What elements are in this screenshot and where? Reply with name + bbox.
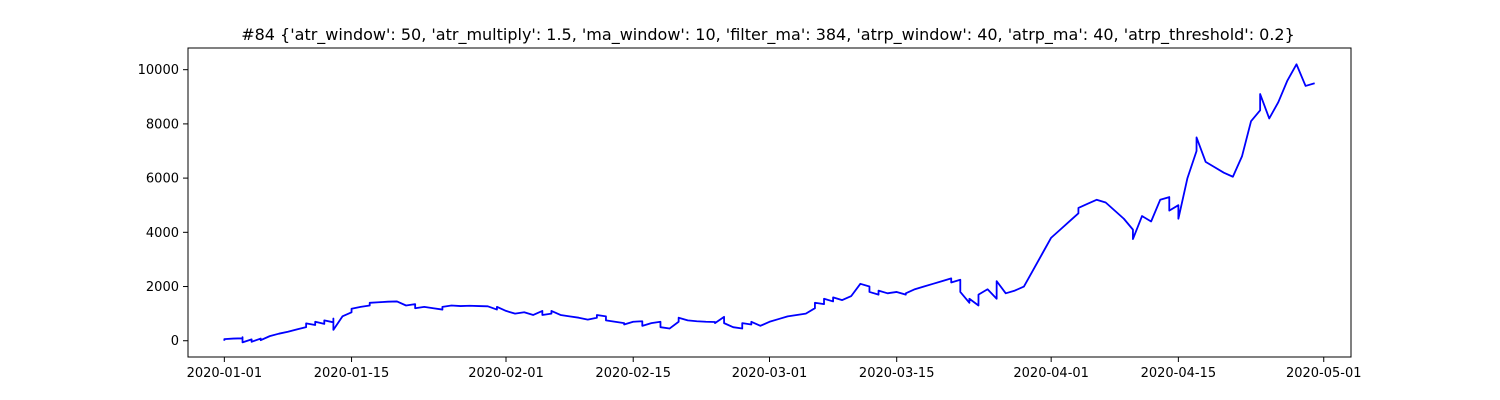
x-tick-label: 2020-02-01 <box>468 366 544 381</box>
x-tick-label: 2020-01-01 <box>187 366 263 381</box>
chart-title: #84 {'atr_window': 50, 'atr_multiply': 1… <box>241 25 1295 45</box>
x-tick-label: 2020-04-01 <box>1013 366 1089 381</box>
x-tick-label: 2020-02-15 <box>595 366 671 381</box>
x-tick-label: 2020-03-15 <box>859 366 935 381</box>
x-tick-label: 2020-03-01 <box>732 366 808 381</box>
y-axis: 0 2000 4000 6000 8000 10000 <box>138 63 188 349</box>
axes-frame <box>187 47 1352 358</box>
x-tick-label: 2020-05-01 <box>1286 366 1362 381</box>
y-tick-label: 0 <box>171 334 179 349</box>
x-tick-label: 2020-01-15 <box>314 366 390 381</box>
y-tick-label: 6000 <box>146 172 179 187</box>
y-tick-label: 4000 <box>146 226 179 241</box>
y-tick-label: 2000 <box>146 280 179 295</box>
y-tick-label: 10000 <box>138 63 179 78</box>
y-tick-label: 8000 <box>146 117 179 132</box>
x-axis: 2020-01-01 2020-01-15 2020-02-01 2020-02-15… <box>187 357 1362 381</box>
series-line <box>223 63 1315 344</box>
x-tick-label: 2020-04-15 <box>1141 366 1217 381</box>
plot-area <box>223 63 1315 344</box>
